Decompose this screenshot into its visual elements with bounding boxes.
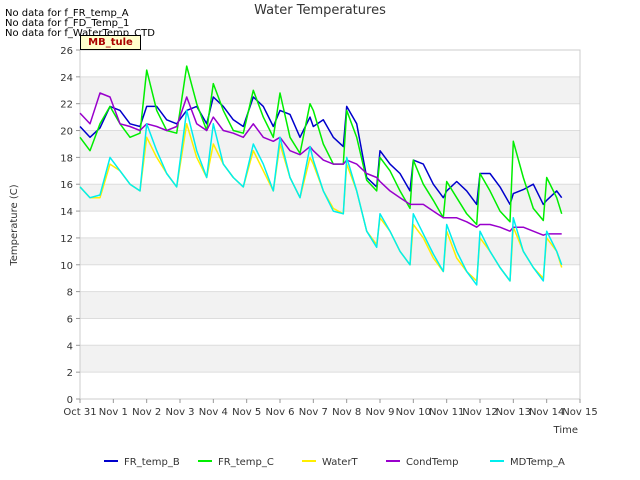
legend-label-WaterT: WaterT bbox=[322, 457, 359, 468]
series-line-FR_temp_B bbox=[79, 96, 563, 206]
y-tick-label: 2 bbox=[67, 368, 73, 379]
x-tick-label: Nov 10 bbox=[396, 407, 431, 418]
x-axis-label: Time bbox=[553, 425, 578, 436]
x-tick-label: Nov 11 bbox=[429, 407, 464, 418]
series-line-CondTemp bbox=[79, 92, 562, 236]
y-tick-label: 20 bbox=[60, 127, 73, 138]
grid-bands bbox=[80, 76, 580, 373]
x-tick-label: Nov 6 bbox=[265, 407, 294, 418]
y-tick-label: 22 bbox=[60, 100, 73, 111]
legend-label-FR_temp_B: FR_temp_B bbox=[124, 457, 180, 468]
x-tick-label: Nov 14 bbox=[529, 407, 564, 418]
y-tick-label: 0 bbox=[67, 395, 73, 406]
legend-label-MDTemp_A: MDTemp_A bbox=[510, 457, 565, 468]
grid-band bbox=[80, 184, 580, 212]
no-data-note-1: No data for f_FR_temp_A bbox=[5, 8, 129, 19]
grid-band bbox=[80, 237, 580, 265]
grid-band bbox=[80, 345, 580, 373]
x-tick-label: Nov 4 bbox=[199, 407, 228, 418]
y-tick-label: 10 bbox=[60, 261, 73, 272]
y-tick-label: 12 bbox=[60, 234, 73, 245]
plot-frame bbox=[79, 49, 581, 400]
x-tick-label: Nov 15 bbox=[562, 407, 597, 418]
legend-label-FR_temp_C: FR_temp_C bbox=[218, 457, 274, 468]
no-data-note-3: No data for f_WaterTemp_CTD bbox=[5, 28, 155, 39]
x-tick-label: Nov 8 bbox=[332, 407, 361, 418]
y-tick-label: 6 bbox=[67, 314, 73, 325]
x-tick-label: Nov 1 bbox=[99, 407, 128, 418]
x-tick-label: Nov 7 bbox=[299, 407, 328, 418]
y-tick-label: 18 bbox=[60, 153, 73, 164]
y-tick-label: 14 bbox=[60, 207, 73, 218]
x-tick-label: Nov 2 bbox=[132, 407, 161, 418]
grid-band bbox=[80, 76, 580, 104]
x-tick-label: Oct 31 bbox=[63, 407, 96, 418]
grid-band bbox=[80, 130, 580, 158]
chart-title: Water Temperatures bbox=[254, 3, 386, 18]
y-tick-label: 26 bbox=[60, 46, 73, 57]
legend-label-CondTemp: CondTemp bbox=[406, 457, 458, 468]
legend: FR_temp_B FR_temp_C WaterT CondTemp MDTemp_A bbox=[104, 457, 565, 468]
x-tick-label: Nov 3 bbox=[165, 407, 194, 418]
grid-band bbox=[80, 291, 580, 319]
x-tick-label: Nov 13 bbox=[496, 407, 531, 418]
series-lines bbox=[79, 65, 563, 286]
x-tick-label: Nov 12 bbox=[462, 407, 497, 418]
x-tick-label: Nov 9 bbox=[365, 407, 394, 418]
no-data-note-2: No data for f_FD_Temp_1 bbox=[5, 18, 130, 29]
y-tick-label: 4 bbox=[67, 341, 73, 352]
x-axis: Oct 31 Nov 1 Nov 2 Nov 3 Nov 4 Nov 5 Nov 6 Nov … bbox=[63, 399, 598, 418]
series-line-MDTemp_A bbox=[79, 109, 563, 286]
y-tick-label: 16 bbox=[60, 180, 73, 191]
y-tick-label: 24 bbox=[60, 73, 73, 84]
y-axis-label: Temperature (C) bbox=[9, 184, 20, 266]
site-badge: MB_tule bbox=[80, 35, 141, 50]
x-tick-label: Nov 5 bbox=[232, 407, 261, 418]
y-tick-label: 8 bbox=[67, 288, 73, 299]
